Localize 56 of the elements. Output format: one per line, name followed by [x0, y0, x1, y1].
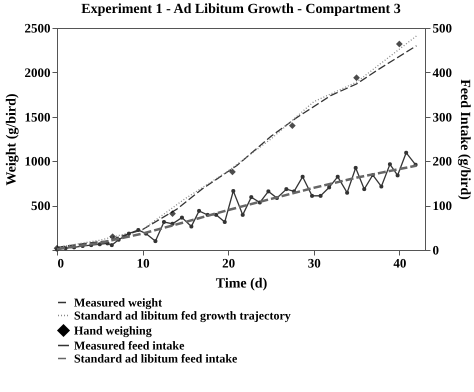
point — [318, 194, 323, 198]
point — [404, 150, 408, 155]
point — [136, 228, 140, 232]
y2-tick-label: 500 — [432, 20, 452, 36]
point — [345, 190, 350, 195]
y2-tick-label: 400 — [432, 64, 452, 80]
legend-label: Hand weighing — [74, 324, 152, 338]
point — [288, 122, 296, 130]
legend-label: Measured weight — [74, 296, 162, 310]
x-axis-title: Time (d) — [216, 276, 268, 292]
y-tick-label: 2000 — [24, 64, 50, 80]
x-tick-label: 20 — [222, 256, 236, 270]
point — [353, 74, 360, 82]
point — [231, 188, 236, 193]
point — [197, 208, 202, 213]
point — [284, 187, 288, 192]
y-axis-title: Weight (g/bird) — [4, 93, 20, 186]
y2-tick-label: 0 — [432, 242, 439, 258]
point — [388, 162, 392, 166]
point — [336, 174, 340, 179]
point — [169, 210, 176, 217]
y2-tick-label: 200 — [432, 154, 452, 169]
y-tick-label: 1000 — [24, 154, 50, 169]
point — [180, 216, 184, 220]
legend-label: Standard ad libitum feed intake — [74, 352, 238, 366]
point — [300, 174, 305, 179]
x-tick-label: 10 — [136, 256, 150, 270]
point — [110, 243, 114, 248]
point — [327, 185, 332, 190]
point — [162, 220, 166, 224]
x-tick-label: 0 — [58, 256, 64, 270]
legend-label: Measured feed intake — [74, 338, 186, 352]
y-tick-label: 1500 — [24, 109, 50, 124]
point — [396, 40, 403, 48]
point — [310, 194, 314, 198]
point — [396, 173, 400, 178]
point — [126, 232, 131, 236]
point — [153, 239, 158, 244]
point — [362, 187, 366, 192]
legend-label: Standard ad libitum fed growth trajectory — [74, 308, 291, 322]
chart-title: Experiment 1 - Ad Libitum Growth - Compartment 3 — [81, 2, 401, 17]
point — [240, 212, 245, 217]
point — [249, 195, 254, 200]
point — [354, 166, 358, 170]
x-tick-label: 30 — [308, 256, 321, 270]
point — [222, 220, 227, 224]
x-tick-label: 40 — [393, 256, 406, 270]
point — [189, 224, 194, 228]
point — [229, 168, 236, 176]
y-tick-label: 500 — [31, 198, 50, 214]
y2-tick-label: 300 — [432, 109, 452, 124]
point — [379, 184, 384, 189]
y2-tick-label: 100 — [432, 198, 452, 214]
y-tick-label: 2500 — [24, 20, 50, 36]
point — [266, 189, 270, 194]
y2-axis-title: Feed Intake (g/bird) — [457, 79, 472, 200]
